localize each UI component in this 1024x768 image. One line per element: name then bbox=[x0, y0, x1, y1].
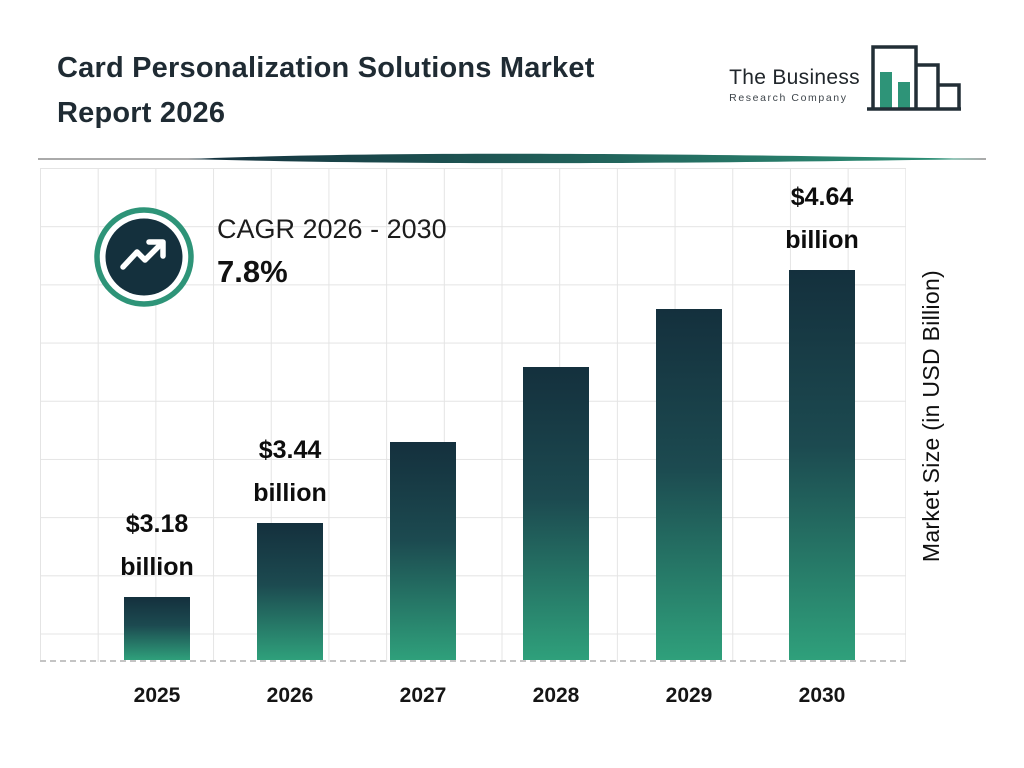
bar-2030 bbox=[789, 270, 855, 660]
logo-name: The Business bbox=[729, 66, 860, 89]
bar-column-2030: $4.64 billion bbox=[757, 168, 887, 660]
cagr-label: CAGR 2026 - 2030 bbox=[217, 214, 447, 244]
bar-column-2026: $3.44 billion bbox=[225, 168, 355, 660]
bar-value-label-2026: $3.44 billion bbox=[253, 436, 327, 507]
bar-column-2025: $3.18 billion bbox=[92, 168, 222, 660]
page-title: Card Personalization Solutions Market Re… bbox=[57, 46, 595, 136]
bar-2029 bbox=[656, 309, 722, 660]
company-logo-text: The Business Research Company bbox=[729, 66, 860, 104]
bar-column-2028 bbox=[491, 168, 621, 660]
bar-2027 bbox=[390, 442, 456, 660]
x-tick-2028: 2028 bbox=[532, 684, 580, 707]
bar-2025 bbox=[124, 597, 190, 660]
bar-chart-logo-icon bbox=[867, 45, 961, 111]
y-axis-label-wrap: Market Size (in USD Billion) bbox=[908, 170, 954, 662]
x-tick-2027: 2027 bbox=[399, 684, 447, 707]
cagr-text-block: CAGR 2026 - 2030 7.8% bbox=[217, 206, 447, 290]
company-logo: The Business Research Company bbox=[729, 36, 962, 118]
x-tick-2026: 2026 bbox=[266, 684, 314, 707]
logo-subname: Research Company bbox=[729, 92, 848, 104]
bar-2026 bbox=[257, 523, 323, 660]
page-title-line2: Report 2026 bbox=[57, 96, 226, 129]
bar-column-2029 bbox=[624, 168, 754, 660]
bar-value-label-2030: $4.64 billion bbox=[785, 183, 859, 254]
divider-rule bbox=[38, 153, 986, 164]
x-axis: 2025 2026 2027 2028 2029 2030 bbox=[40, 684, 906, 720]
y-axis-label: Market Size (in USD Billion) bbox=[917, 269, 944, 563]
cagr-badge: CAGR 2026 - 2030 7.8% bbox=[93, 206, 447, 308]
bar-2028 bbox=[523, 367, 589, 660]
x-tick-2030: 2030 bbox=[798, 684, 846, 707]
trending-up-icon bbox=[94, 207, 194, 307]
x-tick-2025: 2025 bbox=[133, 684, 181, 707]
cagr-value: 7.8% bbox=[217, 254, 288, 289]
bar-column-2027 bbox=[358, 168, 488, 660]
page-title-line1: Card Personalization Solutions Market bbox=[57, 52, 595, 84]
bar-value-label-2025: $3.18 billion bbox=[120, 510, 194, 581]
x-tick-2029: 2029 bbox=[665, 684, 713, 707]
